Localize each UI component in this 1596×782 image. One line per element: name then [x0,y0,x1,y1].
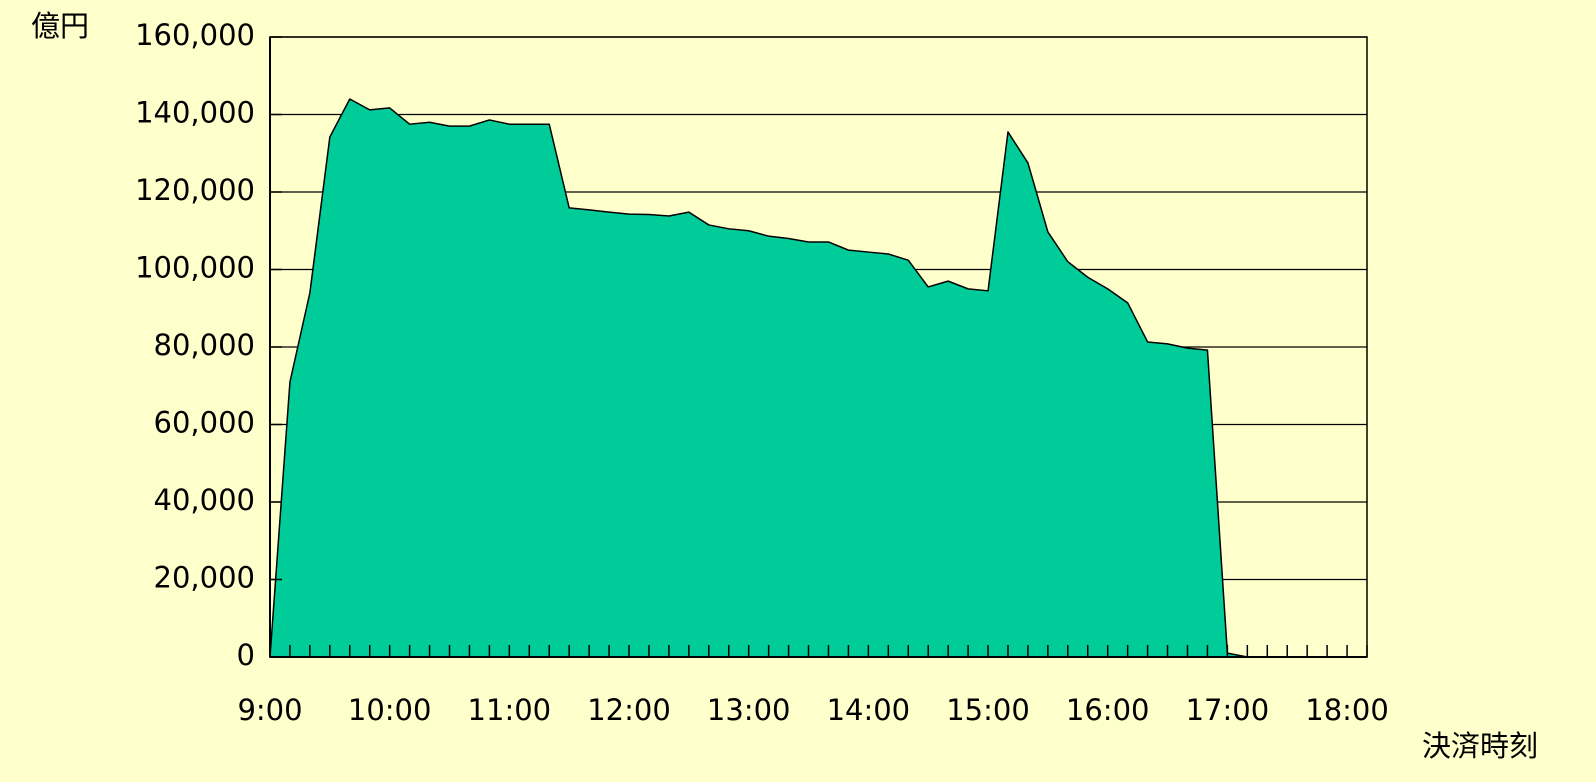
x-tick-label: 12:00 [587,693,671,727]
y-tick-label: 40,000 [154,483,255,517]
x-tick-label: 13:00 [707,693,791,727]
y-tick-label: 120,000 [135,173,255,207]
x-tick-label: 18:00 [1305,693,1389,727]
y-tick-label: 60,000 [154,406,255,440]
y-tick-label: 80,000 [154,328,255,362]
y-tick-label: 20,000 [154,561,255,595]
x-tick-label: 15:00 [946,693,1030,727]
y-tick-label: 0 [237,638,255,672]
y-tick-label: 100,000 [135,251,255,285]
x-tick-label: 16:00 [1066,693,1150,727]
area [269,98,1249,658]
x-tick-label: 17:00 [1186,693,1270,727]
y-tick-label: 160,000 [135,18,255,52]
x-tick-label: 11:00 [468,693,552,727]
y-axis-label: 億円 [31,9,89,43]
x-axis-label: 決済時刻 [1422,729,1538,763]
y-tick-label: 140,000 [135,96,255,130]
x-tick-label: 9:00 [237,693,302,727]
x-tick-label: 14:00 [827,693,911,727]
x-tick-label: 10:00 [348,693,432,727]
